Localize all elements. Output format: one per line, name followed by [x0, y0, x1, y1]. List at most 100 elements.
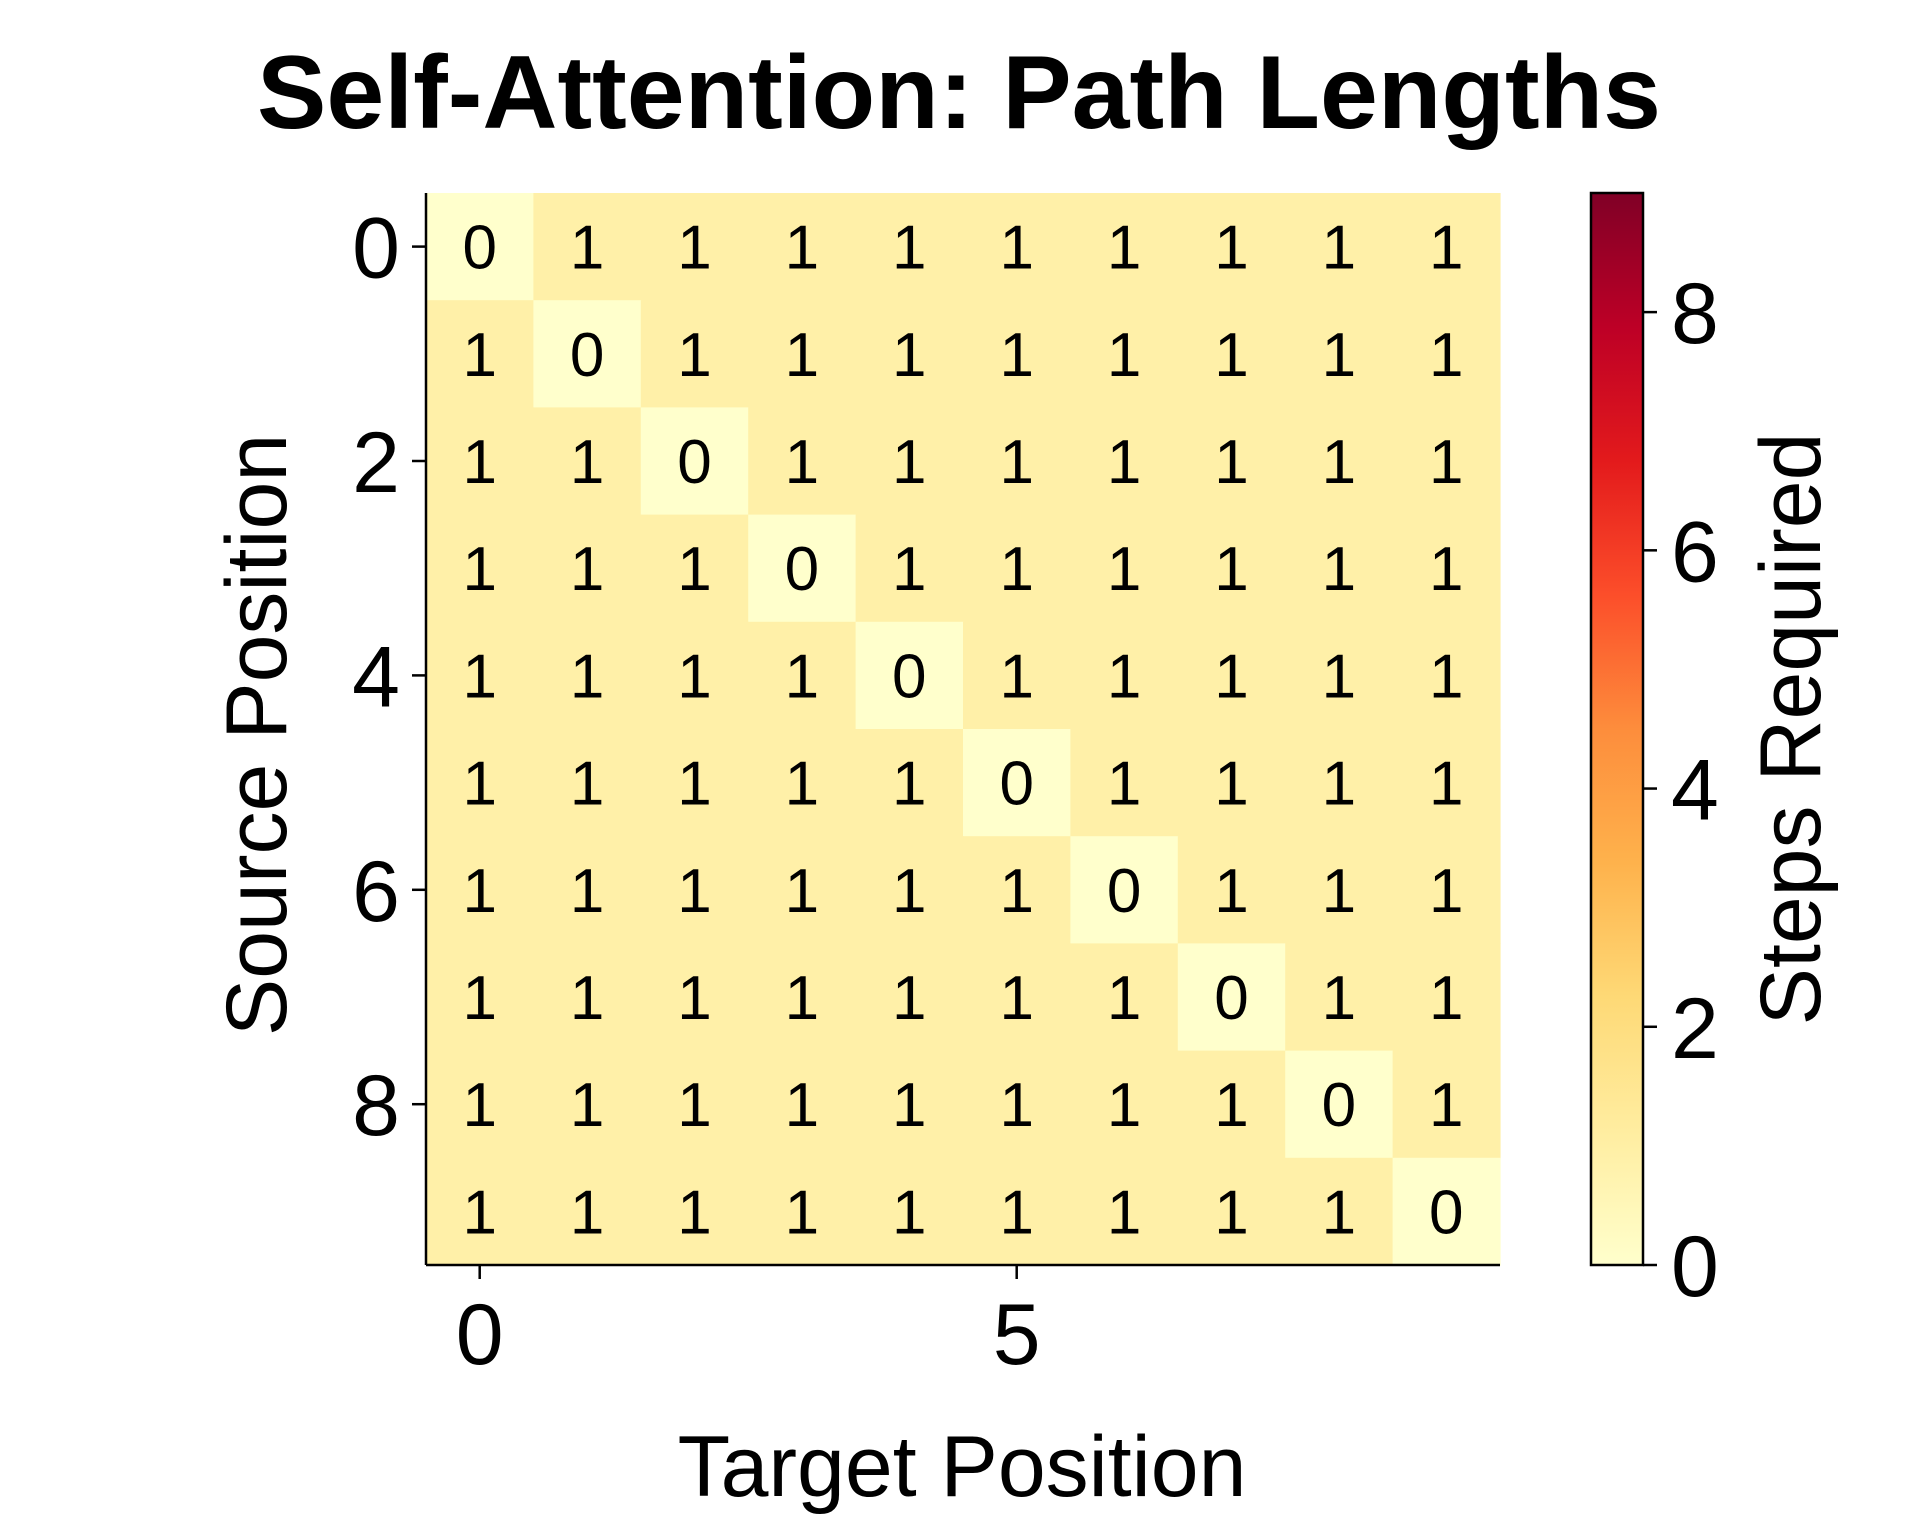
colorbar-tick-label: 4: [1671, 743, 1719, 839]
cell-value-label: 1: [892, 750, 926, 819]
cell-value-label: 1: [999, 428, 1033, 497]
heatmap-cell: [426, 300, 534, 408]
cell-value-label: 1: [677, 321, 711, 390]
heatmap-cell: [1070, 943, 1179, 1052]
heatmap-cell: [1285, 407, 1394, 516]
heatmap-cell: [1177, 514, 1286, 623]
cell-value-label: 1: [892, 964, 926, 1033]
heatmap-cell: [640, 943, 749, 1052]
cell-value-label: 1: [892, 214, 926, 283]
cell-value-label: 1: [1429, 642, 1463, 711]
heatmap-cell: [855, 193, 964, 301]
cell-value-label: 1: [999, 321, 1033, 390]
chart-title: Self-Attention: Path Lengths: [257, 35, 1661, 151]
heatmap-cell: [533, 407, 642, 516]
heatmap-cell: [1392, 193, 1501, 301]
heatmap-cell: [1070, 729, 1179, 837]
heatmap-cell: [748, 943, 857, 1052]
heatmap-cell: [1285, 729, 1394, 837]
cell-value-label: 0: [1107, 857, 1141, 926]
cell-value-label: 1: [570, 1071, 604, 1140]
cell-value-label: 1: [1214, 535, 1248, 604]
heatmap-cell: [1070, 300, 1179, 408]
heatmap-cell: [1177, 300, 1286, 408]
cell-value-label: 1: [1429, 321, 1463, 390]
cell-value-label: 1: [785, 1071, 819, 1140]
cell-value-label: 0: [892, 642, 926, 711]
heatmap-cell: [748, 621, 857, 730]
heatmap-cell: [1177, 193, 1286, 301]
cell-value-label: 1: [462, 1071, 496, 1140]
heatmap-cell: [640, 621, 749, 730]
y-axis-label: Source Position: [209, 434, 305, 1036]
heatmap-cell: [640, 193, 749, 301]
cell-value-label: 0: [462, 214, 496, 283]
cell-value-label: 1: [1214, 428, 1248, 497]
cell-value-label: 1: [1214, 1178, 1248, 1247]
y-tick-label: 8: [352, 1058, 400, 1154]
heatmap-cell: [1285, 836, 1394, 944]
heatmap-cell: [748, 729, 857, 837]
cell-value-label: 1: [1107, 428, 1141, 497]
cell-value-label: 1: [1214, 857, 1248, 926]
cell-value-label: 1: [785, 321, 819, 390]
cell-value-label: 1: [462, 535, 496, 604]
cell-value-label: 1: [999, 964, 1033, 1033]
y-tick-label: 0: [352, 201, 400, 297]
cell-value-label: 1: [999, 1178, 1033, 1247]
colorbar: [1589, 191, 1645, 1267]
colorbar-ticks: 0 2 4 6 8: [1643, 266, 1719, 1315]
cell-value-label: 0: [1322, 1071, 1356, 1140]
cell-value-label: 1: [999, 642, 1033, 711]
y-tick-label: 4: [352, 629, 400, 725]
heatmap-cell: [1285, 300, 1394, 408]
heatmap-cell: [640, 300, 749, 408]
heatmap-cell: [426, 1157, 534, 1266]
cell-value-label: 1: [785, 857, 819, 926]
cell-value-label: 1: [892, 535, 926, 604]
colorbar-gradient: [1589, 191, 1645, 1267]
heatmap-cell: [1392, 300, 1501, 408]
heatmap-cell: [1070, 407, 1179, 516]
heatmap-cells: [426, 193, 1501, 1266]
heatmap-cell: [533, 836, 642, 944]
heatmap-cell: [855, 1050, 964, 1159]
heatmap-cell: [426, 943, 534, 1052]
cell-value-label: 1: [677, 750, 711, 819]
heatmap-cell: [1285, 1050, 1394, 1159]
cell-value-label: 1: [999, 1071, 1033, 1140]
heatmap-cell: [963, 407, 1071, 516]
cell-value-label: 1: [462, 1178, 496, 1247]
heatmap-cell: [640, 407, 749, 516]
heatmap-cell: [1177, 407, 1286, 516]
heatmap-cell: [426, 407, 534, 516]
cell-value-label: 1: [892, 321, 926, 390]
cell-value-label: 1: [462, 428, 496, 497]
heatmap-cell: [748, 193, 857, 301]
colorbar-tick-label: 6: [1671, 504, 1719, 600]
cell-value-label: 1: [1429, 214, 1463, 283]
cell-value-label: 1: [570, 535, 604, 604]
heatmap-cell: [640, 514, 749, 623]
cell-value-label: 1: [462, 321, 496, 390]
heatmap-cell: [640, 1157, 749, 1266]
cell-value-label: 1: [677, 214, 711, 283]
cell-value-label: 1: [1107, 1178, 1141, 1247]
cell-value-label: 1: [1214, 750, 1248, 819]
cell-value-label: 1: [1429, 750, 1463, 819]
heatmap-cell: [640, 729, 749, 837]
heatmap-cell: [963, 943, 1071, 1052]
cell-value-label: 1: [1322, 214, 1356, 283]
cell-value-label: 1: [677, 642, 711, 711]
cell-value-label: 1: [785, 1178, 819, 1247]
heatmap-cell: [1392, 407, 1501, 516]
cell-value-label: 1: [785, 750, 819, 819]
heatmap-cell: [1392, 836, 1501, 944]
heatmap-cell: [1285, 514, 1394, 623]
heatmap-cell: [963, 514, 1071, 623]
cell-value-label: 1: [570, 214, 604, 283]
cell-value-label: 1: [1107, 535, 1141, 604]
heatmap-cell: [533, 729, 642, 837]
cell-value-label: 0: [785, 535, 819, 604]
